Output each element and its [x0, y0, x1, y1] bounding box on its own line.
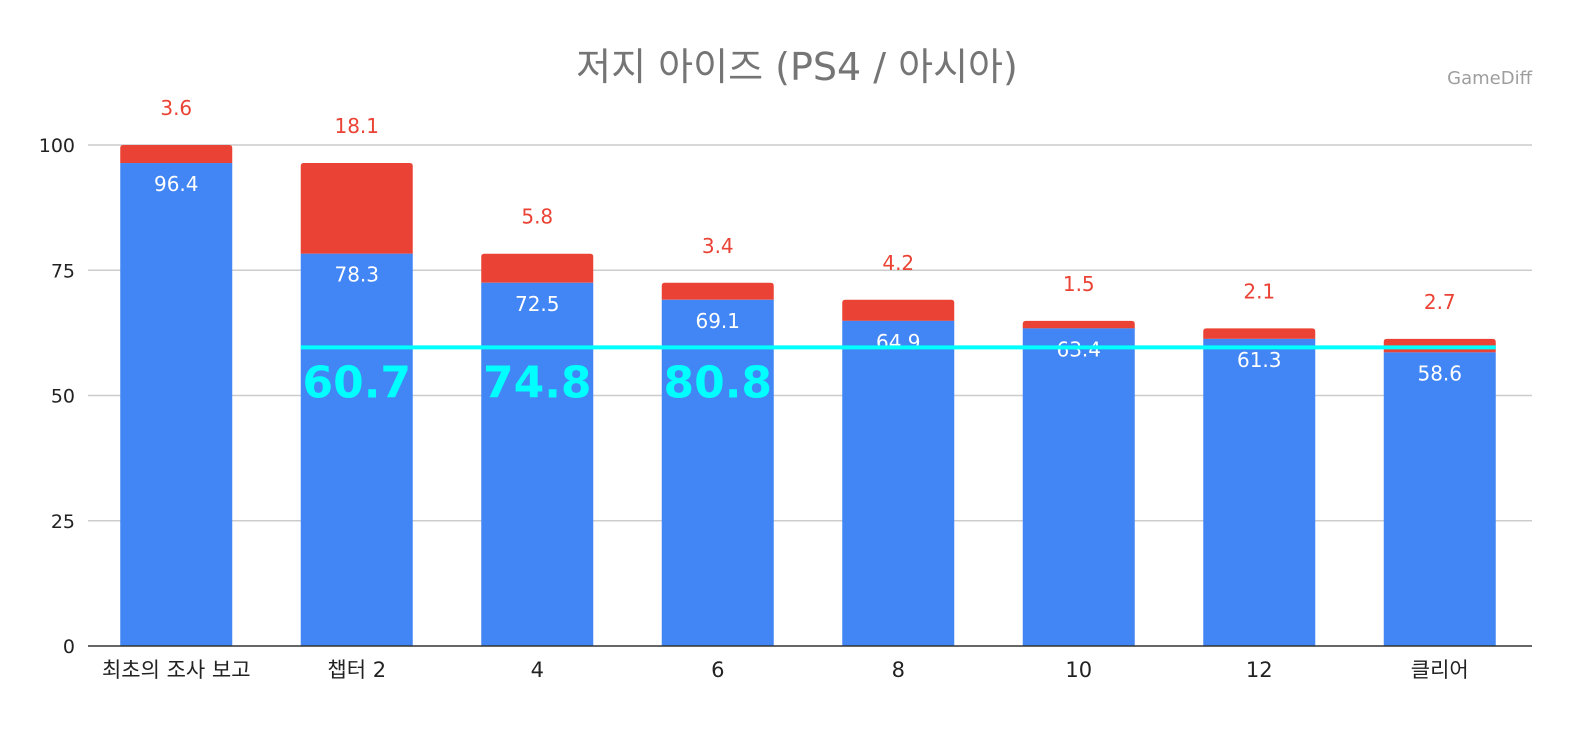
data-label-top: 3.6 — [160, 96, 192, 120]
data-label-bottom: 78.3 — [334, 263, 379, 287]
data-label-top: 2.1 — [1243, 279, 1275, 303]
x-tick-label: 8 — [892, 658, 905, 682]
bar-segment-top — [481, 253, 594, 283]
bar-segment-top — [300, 163, 413, 254]
data-label-top: 18.1 — [334, 114, 379, 138]
bar-segment-bottom — [1022, 328, 1135, 646]
data-label-top: 2.7 — [1424, 290, 1456, 314]
y-tick-label: 0 — [63, 636, 75, 658]
x-axis: 최초의 조사 보고 챕터 2 4 6 8 10 12 클리어 — [88, 645, 1532, 682]
data-label-top: 1.5 — [1063, 272, 1095, 296]
chart-title: 저지 아이즈 (PS4 / 아시아) — [576, 45, 1018, 89]
data-label-top: 4.2 — [882, 251, 914, 275]
bar-segment-top — [661, 282, 774, 300]
data-label-top: 3.4 — [702, 234, 734, 258]
bar-segment-bottom — [481, 282, 594, 646]
data-label-bottom: 64.9 — [876, 330, 921, 354]
x-tick-label: 6 — [711, 658, 724, 682]
y-axis: 0 25 50 75 100 — [39, 135, 75, 658]
annotation-label: 80.8 — [663, 357, 772, 408]
bar-segment-top — [1022, 320, 1135, 329]
bars: 96.43.678.318.172.55.869.13.464.94.263.4… — [120, 96, 1496, 647]
data-label-bottom: 58.6 — [1417, 361, 1462, 385]
bar-segment-bottom — [120, 163, 233, 646]
bar-segment-bottom — [842, 320, 955, 646]
x-tick-label: 4 — [531, 658, 544, 682]
bar-segment-bottom — [1383, 352, 1496, 646]
x-tick-label: 10 — [1065, 658, 1092, 682]
bar-segment-bottom — [661, 299, 774, 646]
x-tick-label: 클리어 — [1411, 658, 1469, 682]
data-label-top: 5.8 — [521, 205, 553, 229]
y-tick-label: 75 — [51, 260, 75, 282]
y-tick-label: 25 — [51, 511, 75, 533]
data-label-bottom: 72.5 — [515, 292, 560, 316]
watermark: GameDiff — [1447, 68, 1532, 89]
data-label-bottom: 61.3 — [1237, 348, 1282, 372]
x-tick-label: 12 — [1246, 658, 1273, 682]
bar-segment-bottom — [1203, 338, 1316, 646]
bar-segment-bottom — [300, 253, 413, 647]
data-label-bottom: 96.4 — [154, 172, 199, 196]
bar-segment-top — [842, 299, 955, 321]
x-tick-label: 최초의 조사 보고 — [102, 658, 251, 682]
bar-segment-top — [1203, 328, 1316, 339]
y-tick-label: 50 — [51, 386, 75, 408]
y-tick-label: 100 — [39, 135, 75, 157]
annotation-label: 74.8 — [483, 357, 592, 408]
data-label-bottom: 69.1 — [695, 309, 740, 333]
x-tick-label: 챕터 2 — [327, 658, 386, 682]
bar-segment-top — [120, 145, 233, 164]
annotations: 60.7 74.8 80.8 — [300, 345, 1496, 408]
annotation-label: 60.7 — [302, 357, 411, 408]
